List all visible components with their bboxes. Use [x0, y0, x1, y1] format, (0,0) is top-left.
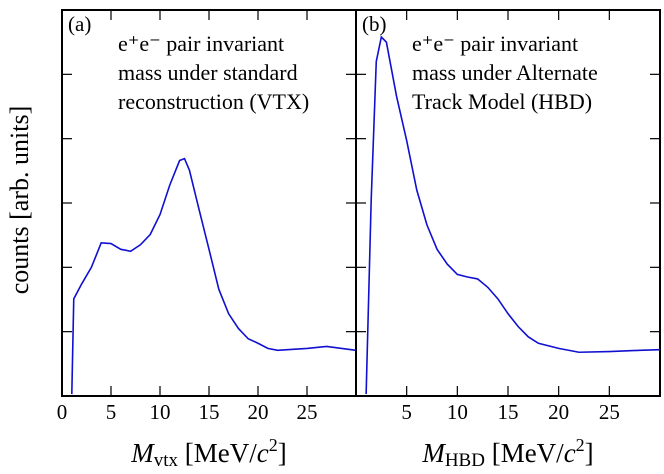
x-tick-label: 25 — [599, 400, 620, 424]
data-line — [365, 35, 661, 395]
x-axis-label-part: 2 — [576, 435, 585, 455]
x-axis-label-part: c — [257, 438, 269, 468]
x-axis-label-part: M — [421, 438, 446, 468]
x-tick-label: 0 — [57, 400, 68, 424]
x-tick-label: 5 — [106, 400, 117, 424]
annotation: Track Model (HBD) — [412, 89, 592, 114]
x-axis-label: Mvtx [MeV/c2] — [130, 435, 287, 471]
annotation: mass under Alternate — [412, 60, 598, 85]
annotation: reconstruction (VTX) — [118, 89, 309, 114]
panel-label: (b) — [362, 12, 387, 36]
x-tick-label: 10 — [150, 400, 171, 424]
x-tick-label: 25 — [297, 400, 318, 424]
x-tick-label: 15 — [498, 400, 519, 424]
annotation: e⁺e⁻ pair invariant — [412, 31, 578, 56]
x-tick-label: 20 — [548, 400, 569, 424]
annotation: e⁺e⁻ pair invariant — [118, 31, 284, 56]
annotation: mass under standard — [118, 60, 298, 85]
y-axis-label: counts [arb. units] — [5, 106, 34, 294]
x-axis-label-part: [MeV/ — [485, 438, 564, 468]
x-axis-label-part: HBD — [445, 450, 485, 471]
x-axis-label-part: ] — [278, 438, 287, 468]
x-axis-label: MHBD [MeV/c2] — [421, 435, 593, 471]
x-axis-label-part: ] — [585, 438, 594, 468]
panel-label: (a) — [68, 12, 91, 36]
x-tick-label: 10 — [447, 400, 468, 424]
x-axis-label-part: c — [564, 438, 576, 468]
x-axis-label-part: [MeV/ — [178, 438, 257, 468]
x-axis-label-part: M — [130, 438, 155, 468]
data-line — [71, 157, 357, 395]
x-tick-label: 15 — [199, 400, 220, 424]
x-axis-label-part: vtx — [154, 450, 179, 471]
x-axis-label-part: 2 — [269, 435, 278, 455]
x-tick-label: 20 — [248, 400, 269, 424]
x-tick-label: 5 — [401, 400, 412, 424]
